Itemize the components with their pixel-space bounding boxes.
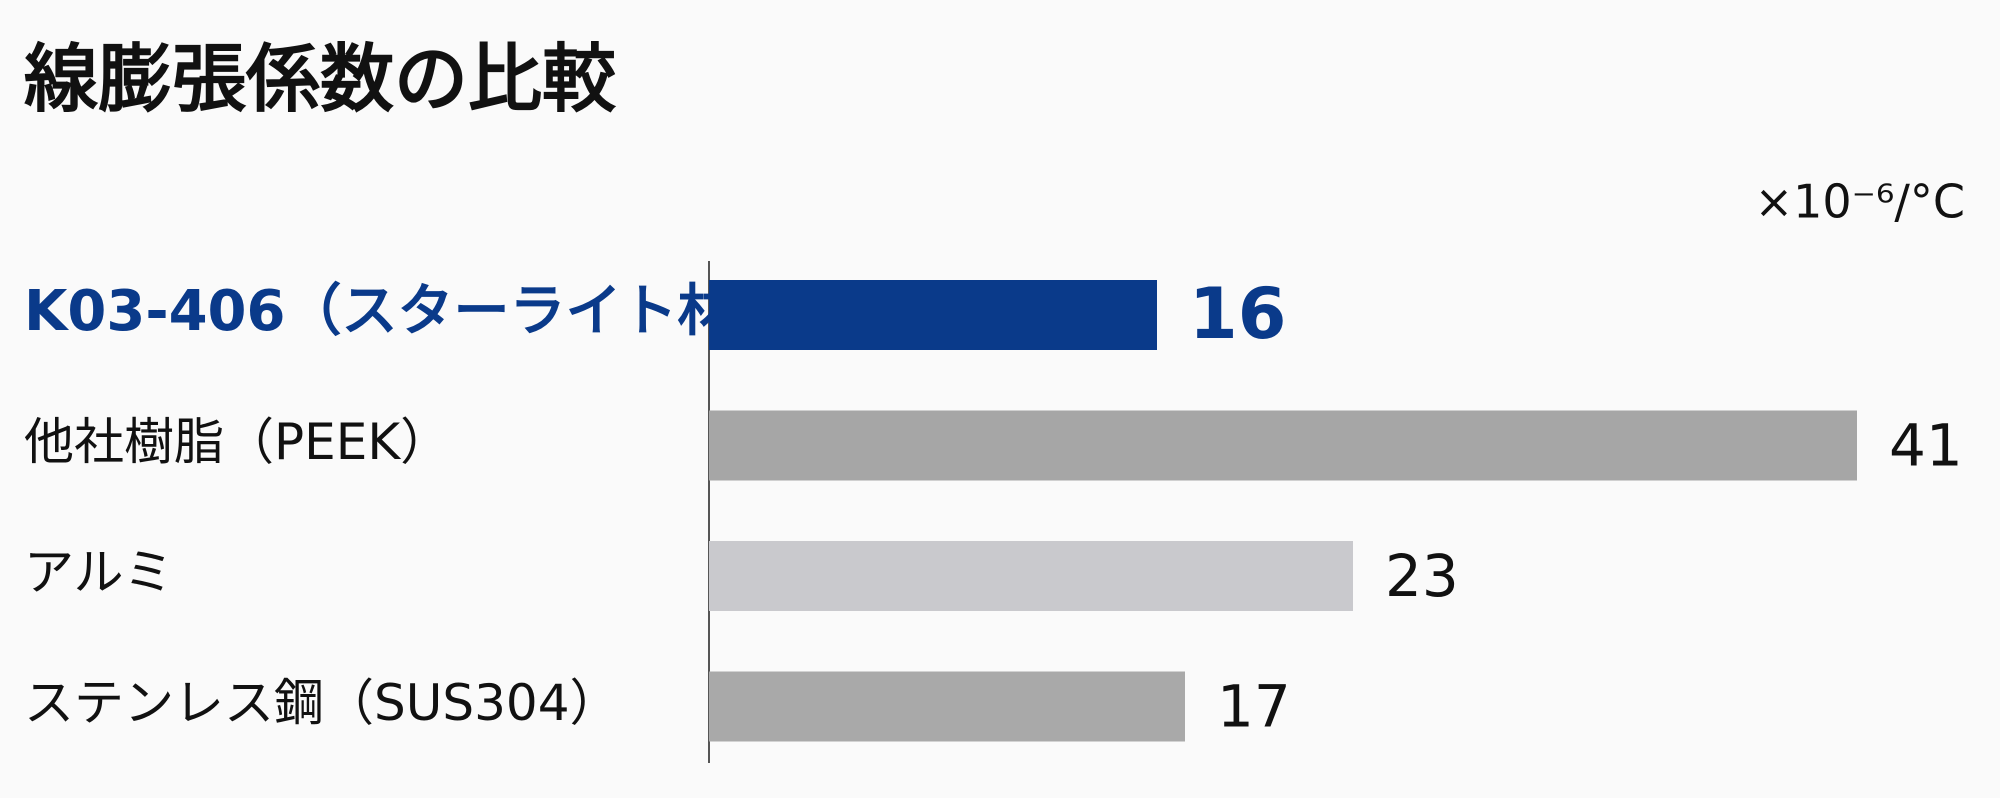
chart-title: 線膨張係数の比較	[24, 37, 617, 123]
value-label: 23	[1385, 542, 1459, 610]
value-label: 17	[1217, 673, 1291, 741]
category-label: ステンレス鋼（SUS304）	[24, 674, 620, 732]
value-label: 16	[1189, 273, 1286, 355]
bar	[709, 410, 1857, 481]
value-label: 41	[1889, 412, 1963, 480]
category-label: K03-406（スターライト材）	[24, 279, 789, 344]
category-label: アルミ	[24, 544, 174, 602]
bar	[709, 671, 1185, 742]
category-label: 他社樹脂（PEEK）	[24, 413, 450, 471]
bar	[709, 280, 1157, 350]
bar	[709, 541, 1353, 611]
unit-label: ×10⁻⁶/°C	[1755, 175, 1965, 229]
